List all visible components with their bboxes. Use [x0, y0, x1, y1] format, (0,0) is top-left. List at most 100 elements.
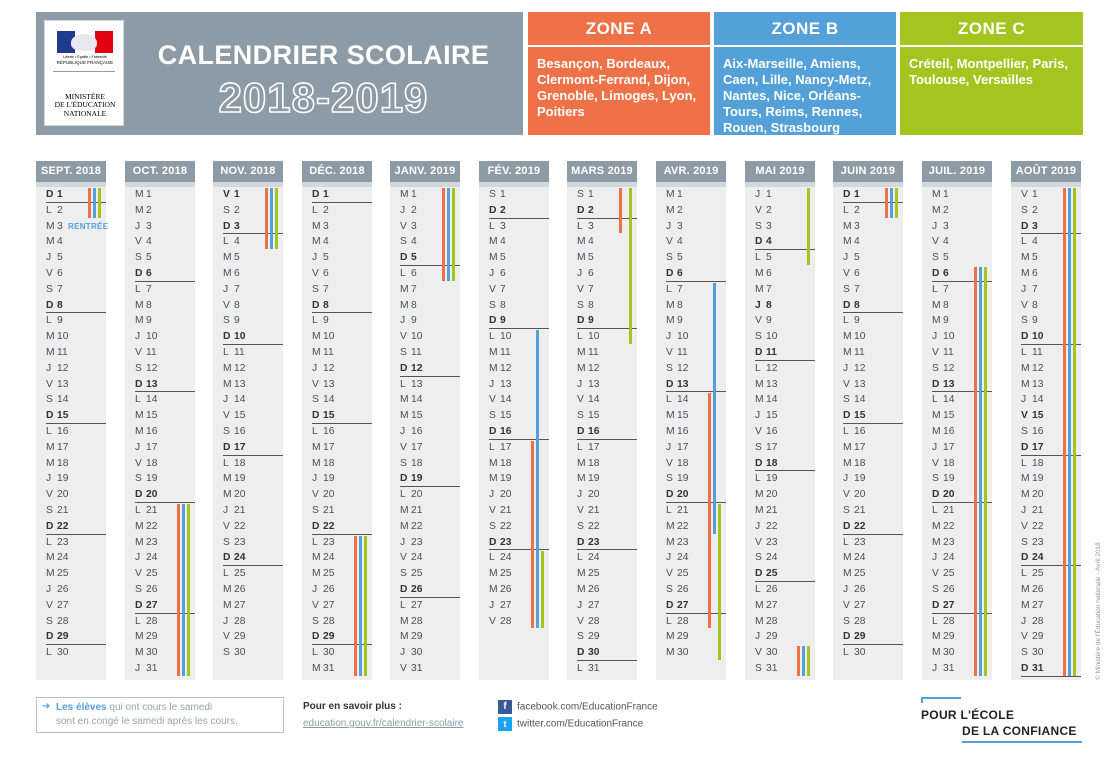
weekday-letter: L	[489, 331, 495, 343]
day-number: 6	[943, 267, 949, 279]
weekday-letter: J	[1021, 615, 1027, 627]
day-number: 7	[766, 283, 772, 295]
day-number: 12	[766, 362, 778, 374]
ministry-logo: Liberté • Égalité • Fraternité RÉPUBLIQU…	[44, 20, 124, 126]
day-number: 18	[588, 457, 600, 469]
day-number: 27	[323, 599, 335, 611]
day-number: 24	[500, 552, 512, 564]
day-cell: S 28	[833, 614, 903, 630]
day-cell: M 20	[1011, 487, 1081, 503]
day-number: 3	[1032, 220, 1038, 232]
zone-c-panel: ZONE C Créteil, Montpellier, Paris, Toul…	[900, 12, 1083, 135]
day-cell: M 19	[567, 471, 637, 487]
weekday-letter: L	[46, 425, 52, 437]
weekday-letter: M	[400, 299, 409, 311]
weekday-letter: L	[223, 236, 229, 248]
twitter-icon: t	[498, 717, 512, 731]
day-number: 5	[500, 252, 506, 264]
weekday-letter: J	[400, 204, 406, 216]
weekday-letter: M	[577, 473, 586, 485]
day-cell: D 13	[125, 377, 195, 393]
weekday-letter: M	[135, 410, 144, 422]
day-number: 2	[766, 204, 772, 216]
day-cell: M 11	[567, 345, 637, 361]
weekday-letter: V	[666, 568, 673, 580]
weekday-letter: J	[400, 536, 406, 548]
day-number: 18	[677, 457, 689, 469]
day-cell: D 26	[390, 582, 460, 598]
weekday-letter: M	[666, 315, 675, 327]
day-cell: V 11	[125, 345, 195, 361]
day-cell: M 24	[833, 550, 903, 566]
holiday-bar-zone-b	[447, 188, 450, 281]
day-number: 14	[1032, 394, 1044, 406]
day-number: 15	[1032, 410, 1044, 422]
more-info-label: Pour en savoir plus :	[303, 701, 402, 712]
weekday-letter: S	[223, 647, 230, 659]
weekday-letter: S	[1021, 204, 1028, 216]
holiday-bar-zone-a	[885, 188, 888, 218]
weekday-letter: M	[755, 599, 764, 611]
day-cell: M 14	[390, 392, 460, 408]
day-cell: M 25	[302, 566, 372, 582]
more-info-link[interactable]: education.gouv.fr/calendrier-scolaire	[303, 718, 464, 729]
weekday-letter: J	[400, 425, 406, 437]
weekday-letter: M	[932, 204, 941, 216]
weekday-letter: M	[489, 568, 498, 580]
weekday-letter: J	[312, 362, 318, 374]
day-cell: L 21	[922, 503, 992, 519]
month-header: MAI 2019	[745, 161, 815, 182]
day-number: 23	[57, 536, 69, 548]
weekday-letter: D	[223, 331, 231, 343]
weekday-letter: L	[135, 394, 141, 406]
day-number: 28	[677, 615, 689, 627]
day-cell: M 13	[745, 377, 815, 393]
day-cell: S 26	[656, 582, 726, 598]
marianne-flag-icon	[57, 31, 113, 53]
day-cell: S 12	[125, 361, 195, 377]
day-cell: V 30	[745, 645, 815, 661]
twitter-link[interactable]: t twitter.com/EducationFrance	[498, 717, 643, 731]
month-header: SEPT. 2018	[36, 161, 106, 182]
facebook-link[interactable]: f facebook.com/EducationFrance	[498, 700, 658, 714]
holiday-bar-zone-b	[802, 646, 805, 676]
weekday-letter: V	[1021, 631, 1028, 643]
day-number: 3	[677, 220, 683, 232]
weekday-letter: D	[843, 631, 851, 643]
day-number: 16	[677, 425, 689, 437]
day-number: 5	[234, 252, 240, 264]
day-number: 13	[411, 378, 423, 390]
day-number: 4	[943, 236, 949, 248]
weekday-letter: S	[489, 189, 496, 200]
day-number: 14	[854, 394, 866, 406]
weekday-letter: D	[577, 536, 585, 548]
holiday-bar-zone-b	[93, 188, 96, 218]
day-number: 7	[1032, 283, 1038, 295]
weekday-letter: M	[46, 441, 55, 453]
day-number: 15	[677, 410, 689, 422]
day-cell: M 23	[922, 535, 992, 551]
day-number: 26	[323, 583, 335, 595]
day-number: 29	[588, 631, 600, 643]
weekday-letter: L	[932, 615, 938, 627]
weekday-letter: J	[46, 473, 52, 485]
day-cell: M 16	[125, 424, 195, 440]
day-number: 9	[766, 315, 772, 327]
day-number: 25	[411, 568, 423, 580]
weekday-letter: L	[577, 552, 583, 564]
weekday-letter: D	[577, 315, 585, 327]
day-number: 13	[1032, 378, 1044, 390]
weekday-letter: D	[489, 536, 497, 548]
rentree-label: RENTRÉE	[68, 221, 109, 231]
day-number: 12	[677, 362, 689, 374]
day-cell: D 19	[390, 471, 460, 487]
holiday-bar-zone-b	[979, 267, 982, 676]
day-number: 22	[411, 520, 423, 532]
